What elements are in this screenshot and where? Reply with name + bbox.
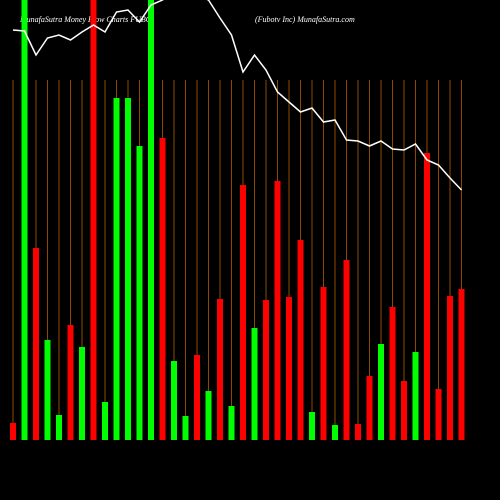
bar — [148, 0, 154, 440]
bar — [205, 391, 212, 440]
bar — [401, 381, 407, 440]
bar — [33, 248, 39, 440]
bar — [286, 297, 292, 440]
bar — [274, 181, 281, 440]
bar — [113, 98, 120, 440]
bar — [297, 240, 304, 440]
bar — [412, 352, 419, 440]
bar — [343, 260, 350, 440]
bar — [90, 0, 97, 440]
bar — [217, 299, 223, 440]
chart-title: MunafaSutra Money Flow Charts FUBO — [19, 15, 152, 24]
bar — [44, 340, 51, 440]
bar — [56, 415, 62, 440]
bar — [67, 325, 74, 440]
bar — [435, 389, 442, 440]
line — [12, 0, 463, 191]
bar — [240, 185, 246, 440]
bar — [171, 361, 177, 440]
bar — [320, 287, 327, 440]
bar — [424, 153, 430, 440]
bar — [125, 98, 131, 440]
bar — [194, 355, 200, 440]
bar — [10, 423, 16, 440]
bar — [332, 425, 338, 440]
bar — [366, 376, 373, 440]
chart-subtitle: (Fubotv Inc) MunafaSutra.com — [255, 15, 355, 24]
bar — [228, 406, 235, 440]
bar — [378, 344, 384, 440]
bar — [159, 138, 166, 440]
bar — [355, 424, 361, 440]
bar — [102, 402, 108, 440]
bar — [389, 307, 396, 440]
bar — [21, 0, 28, 440]
bar — [136, 146, 143, 440]
bar — [447, 296, 453, 440]
bar — [79, 347, 85, 440]
bar — [309, 412, 315, 440]
bar — [263, 300, 269, 440]
bar — [182, 416, 189, 440]
bar — [251, 328, 258, 440]
bar — [458, 289, 465, 440]
